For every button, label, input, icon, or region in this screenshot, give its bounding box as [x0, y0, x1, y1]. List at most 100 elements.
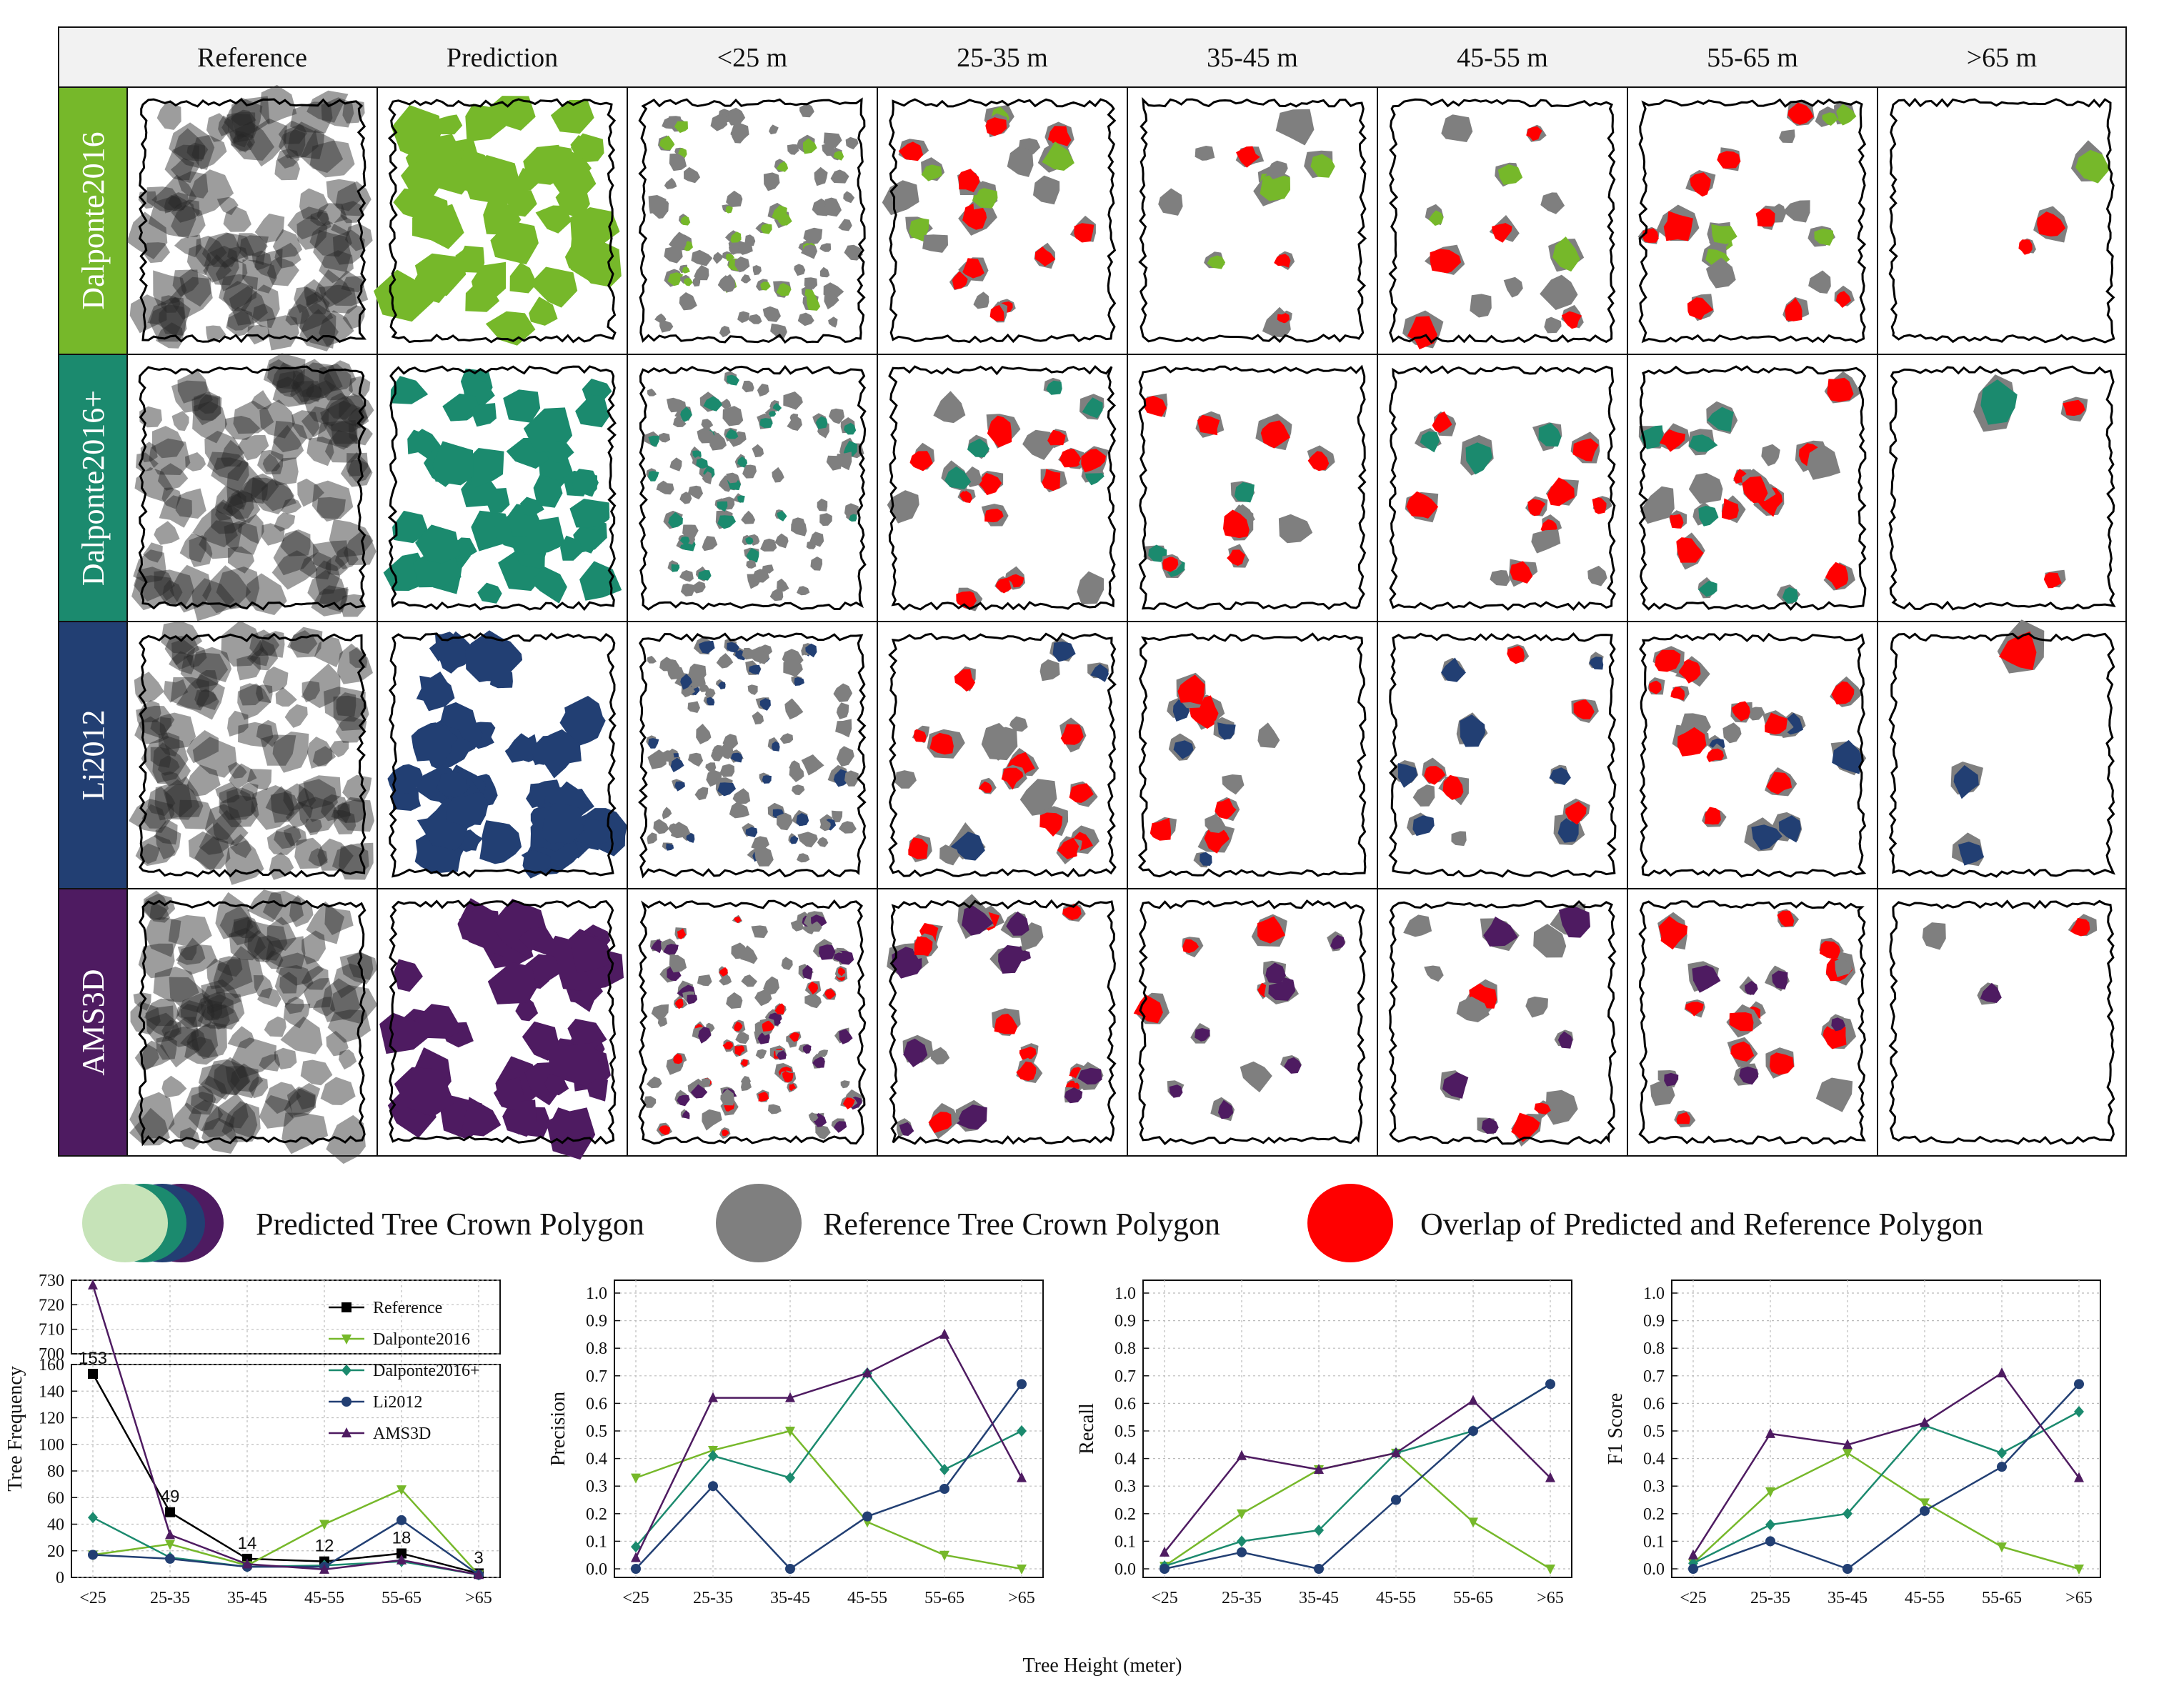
- reference-crown: [200, 999, 223, 1021]
- reference-crown: [333, 809, 356, 834]
- overlap-crown: [1182, 939, 1200, 954]
- overlap-crown: [789, 1083, 797, 1091]
- x-tick-label: 35-45: [227, 1589, 267, 1607]
- predicted-crown: [529, 296, 558, 326]
- predicted-crown: [436, 114, 463, 135]
- reference-crown: [223, 206, 251, 232]
- predicted-crown: [760, 281, 771, 291]
- reference-crown: [262, 667, 289, 694]
- predicted-crown: [509, 262, 537, 294]
- predicted-crown: [1557, 1031, 1573, 1049]
- predicted-crown: [412, 193, 450, 243]
- predicted-crown: [1835, 104, 1857, 126]
- data-point: [397, 1485, 407, 1496]
- reference-crown: [306, 291, 330, 315]
- y-tick-label: 0.5: [1643, 1422, 1665, 1441]
- map-cell: [627, 621, 878, 889]
- reference-crown: [306, 901, 345, 944]
- predicted-crown: [725, 253, 734, 261]
- data-point: [1765, 1519, 1775, 1531]
- reference-crown: [206, 958, 234, 989]
- data-label: 153: [79, 1349, 107, 1368]
- plot-frame-upper: [71, 1280, 501, 1355]
- reference-crown: [647, 388, 657, 396]
- predicted-crown: [531, 729, 582, 779]
- reference-crown: [845, 136, 859, 150]
- map-cell: [1877, 888, 2127, 1157]
- data-point: [1920, 1498, 1930, 1509]
- overlap-crown: [1527, 499, 1546, 517]
- predicted-crown: [374, 269, 434, 322]
- reference-crown: [212, 809, 249, 847]
- reference-crown: [266, 315, 299, 351]
- predicted-crown: [504, 733, 542, 763]
- data-label: 49: [161, 1487, 180, 1507]
- overlap-crown: [1717, 151, 1741, 169]
- reference-crown: [217, 1093, 249, 1129]
- reference-crown: [171, 411, 189, 432]
- reference-crown: [198, 1063, 240, 1100]
- reference-crown: [1782, 200, 1810, 223]
- y-tick-label: 0.0: [1115, 1560, 1136, 1579]
- map-cell: [377, 621, 628, 889]
- data-point: [939, 1464, 949, 1476]
- overlap-crown: [1215, 798, 1237, 819]
- reference-crown: [247, 929, 276, 963]
- reference-crown: [236, 477, 269, 504]
- x-tick-label: 45-55: [1376, 1589, 1416, 1607]
- data-point: [1017, 1425, 1027, 1437]
- reference-crown: [290, 101, 333, 134]
- plot-boundary: [638, 899, 867, 1145]
- reference-crown: [149, 438, 191, 475]
- reference-crown: [164, 636, 200, 666]
- legend-entry: Dalponte2016: [373, 1330, 470, 1349]
- reference-crown: [340, 452, 373, 487]
- data-point: [341, 1365, 351, 1376]
- reference-crown: [164, 144, 199, 184]
- reference-crown: [233, 130, 255, 152]
- reference-crown: [333, 695, 369, 731]
- predicted-crown: [1559, 906, 1590, 938]
- predicted-crown: [737, 456, 748, 468]
- reference-crown: [246, 639, 279, 671]
- column-header: 45-55 m: [1457, 43, 1548, 73]
- reference-crown: [662, 807, 672, 819]
- reference-crown: [320, 1077, 356, 1105]
- overlap-crown: [1042, 469, 1061, 492]
- reference-crown: [824, 197, 841, 211]
- reference-crown: [231, 96, 270, 141]
- reference-crown: [1688, 472, 1723, 504]
- reference-crown: [664, 177, 677, 189]
- row-label-cell: [58, 354, 128, 622]
- data-point: [165, 1507, 175, 1517]
- overlap-crown: [1573, 699, 1595, 719]
- reference-crown: [824, 291, 839, 310]
- predicted-crown: [411, 722, 459, 767]
- overlap-crown: [2037, 211, 2066, 236]
- reference-crown: [211, 457, 249, 494]
- overlap-crown: [1257, 916, 1285, 944]
- reference-crown: [274, 242, 301, 269]
- predicted-crown: [461, 1097, 502, 1137]
- reference-crown: [688, 485, 704, 500]
- reference-crown: [278, 120, 307, 144]
- predicted-crown: [1442, 1072, 1469, 1099]
- reference-crown: [694, 264, 709, 281]
- predicted-crown: [648, 738, 659, 749]
- predicted-crown: [777, 1050, 787, 1060]
- reference-crown: [194, 690, 218, 708]
- reference-crown: [206, 325, 226, 343]
- overlap-crown: [2070, 917, 2090, 937]
- reference-crown: [783, 391, 803, 410]
- predicted-crown: [485, 311, 536, 346]
- overlap-crown: [1787, 102, 1814, 125]
- reference-crown: [346, 452, 369, 477]
- predicted-crown: [431, 631, 475, 674]
- overlap-crown: [722, 1042, 734, 1050]
- reference-crown: [679, 570, 694, 582]
- reference-crown: [257, 987, 281, 1008]
- predicted-crown: [776, 161, 789, 172]
- plot-boundary: [138, 899, 367, 1147]
- overlap-crown: [1430, 249, 1462, 274]
- predicted-crown: [921, 164, 942, 181]
